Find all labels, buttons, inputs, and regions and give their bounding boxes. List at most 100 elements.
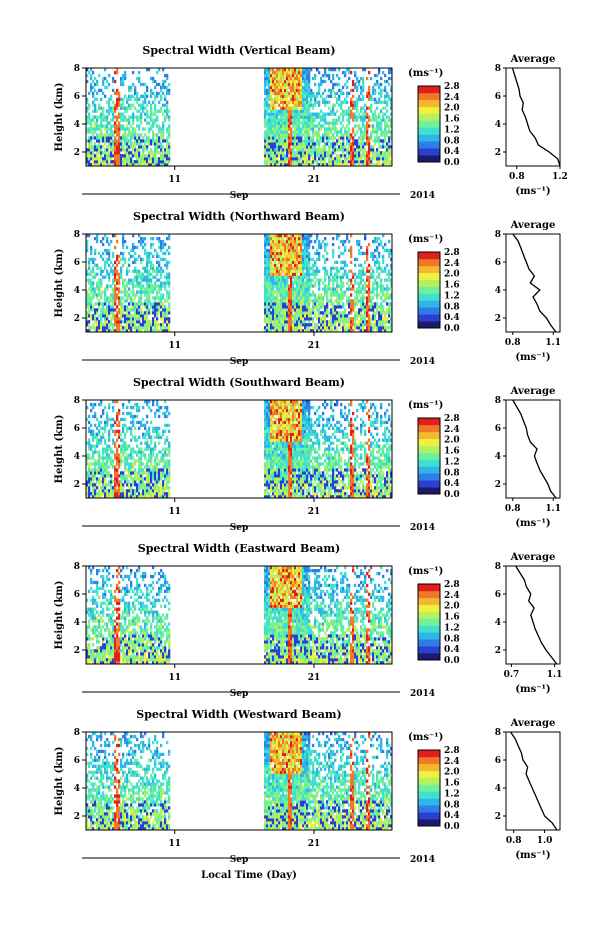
heatmap-cell [104, 447, 107, 451]
heatmap-cell [288, 284, 291, 288]
heatmap-cell [380, 326, 383, 330]
heatmap-cell [384, 311, 387, 315]
heatmap-cell [294, 115, 297, 119]
heatmap-cell [112, 115, 115, 119]
heatmap-cell [308, 320, 311, 324]
heatmap-cell [354, 118, 357, 122]
heatmap-cell [364, 160, 367, 164]
heatmap-cell [162, 121, 165, 125]
heatmap-cell [278, 281, 281, 285]
heatmap-cell [352, 79, 355, 84]
heatmap-cell [386, 278, 389, 282]
heatmap-cell [112, 160, 115, 164]
heatmap-cell [154, 160, 157, 164]
heatmap-cell [136, 317, 139, 321]
heatmap-cell [272, 127, 275, 131]
heatmap-cell [90, 68, 93, 72]
heatmap-cell [332, 302, 335, 306]
heatmap-cell [334, 112, 337, 116]
heatmap-cell [94, 308, 97, 312]
heatmap-cell [358, 160, 361, 164]
heatmap-cell [278, 329, 281, 333]
heatmap-cell [376, 323, 379, 327]
heatmap-cell [376, 257, 379, 262]
heatmap-cell [288, 290, 291, 294]
heatmap-cell [302, 236, 305, 241]
heatmap-cell [374, 142, 377, 146]
heatmap-cell [156, 136, 159, 140]
heatmap-cell [132, 299, 135, 303]
heatmap-cell [300, 139, 303, 143]
heatmap-cell [122, 160, 125, 164]
heatmap-cell [288, 124, 291, 128]
heatmap-cell [300, 305, 303, 309]
heatmap-cell [134, 317, 137, 321]
heatmap-cell [154, 154, 157, 158]
heatmap-cell [366, 91, 369, 96]
heatmap-cell [314, 124, 317, 128]
heatmap-cell [330, 91, 333, 96]
heatmap-cell [268, 242, 271, 247]
heatmap-cell [104, 142, 107, 146]
heatmap-cell [304, 94, 307, 98]
heatmap-cell [276, 100, 279, 104]
heatmap-cell [338, 323, 341, 327]
heatmap-cell [164, 85, 167, 90]
heatmap-cell [288, 251, 291, 256]
heatmap-cell [162, 154, 165, 158]
heatmap-cell [130, 290, 133, 294]
heatmap-cell [334, 323, 337, 327]
heatmap-cell [352, 317, 355, 321]
heatmap-cell [346, 151, 349, 155]
heatmap-cell [284, 314, 287, 318]
heatmap-cell [310, 278, 313, 282]
heatmap-cell [134, 308, 137, 312]
heatmap-cell [120, 127, 123, 131]
heatmap-cell [282, 130, 285, 134]
heatmap-cell [286, 130, 289, 134]
heatmap-cell [264, 290, 267, 294]
heatmap-cell [122, 145, 125, 149]
heatmap-cell [108, 456, 111, 460]
heatmap-cell [288, 323, 291, 327]
heatmap-cell [312, 326, 315, 330]
heatmap-cell [90, 88, 93, 93]
heatmap-cell [290, 320, 293, 324]
heatmap-cell [266, 91, 269, 96]
heatmap-cell [168, 151, 171, 155]
heatmap-cell [88, 438, 91, 442]
heatmap-cell [384, 79, 387, 84]
heatmap-cell [112, 130, 115, 134]
heatmap-cell [366, 311, 369, 315]
heatmap-cell [304, 302, 307, 306]
heatmap-cell [122, 106, 125, 110]
heatmap-cell [388, 68, 391, 72]
heatmap-cell [356, 157, 359, 161]
heatmap-cell [272, 157, 275, 161]
heatmap-cell [106, 127, 109, 131]
heatmap-cell [164, 320, 167, 324]
heatmap-cell [282, 266, 285, 270]
heatmap-cell [88, 441, 91, 445]
heatmap-cell [134, 266, 137, 270]
heatmap-cell [154, 323, 157, 327]
heatmap-cell [106, 79, 109, 84]
heatmap-cell [316, 296, 319, 300]
heatmap-cell [354, 70, 357, 75]
heatmap-cell [390, 272, 393, 276]
heatmap-cell [304, 85, 307, 90]
heatmap-cell [310, 124, 313, 128]
heatmap-cell [122, 236, 125, 241]
heatmap-cell [92, 115, 95, 119]
heatmap-cell [158, 160, 161, 164]
heatmap-cell [316, 272, 319, 276]
colorbar-tick-label: 1.2 [444, 291, 460, 301]
heatmap-cell [352, 94, 355, 98]
heatmap-cell [144, 148, 147, 152]
heatmap-cell [118, 94, 121, 98]
heatmap-cell [162, 103, 165, 107]
heatmap-cell [268, 151, 271, 155]
heatmap-cell [126, 106, 129, 110]
heatmap-cell [168, 329, 171, 333]
heatmap-cell [358, 251, 361, 256]
